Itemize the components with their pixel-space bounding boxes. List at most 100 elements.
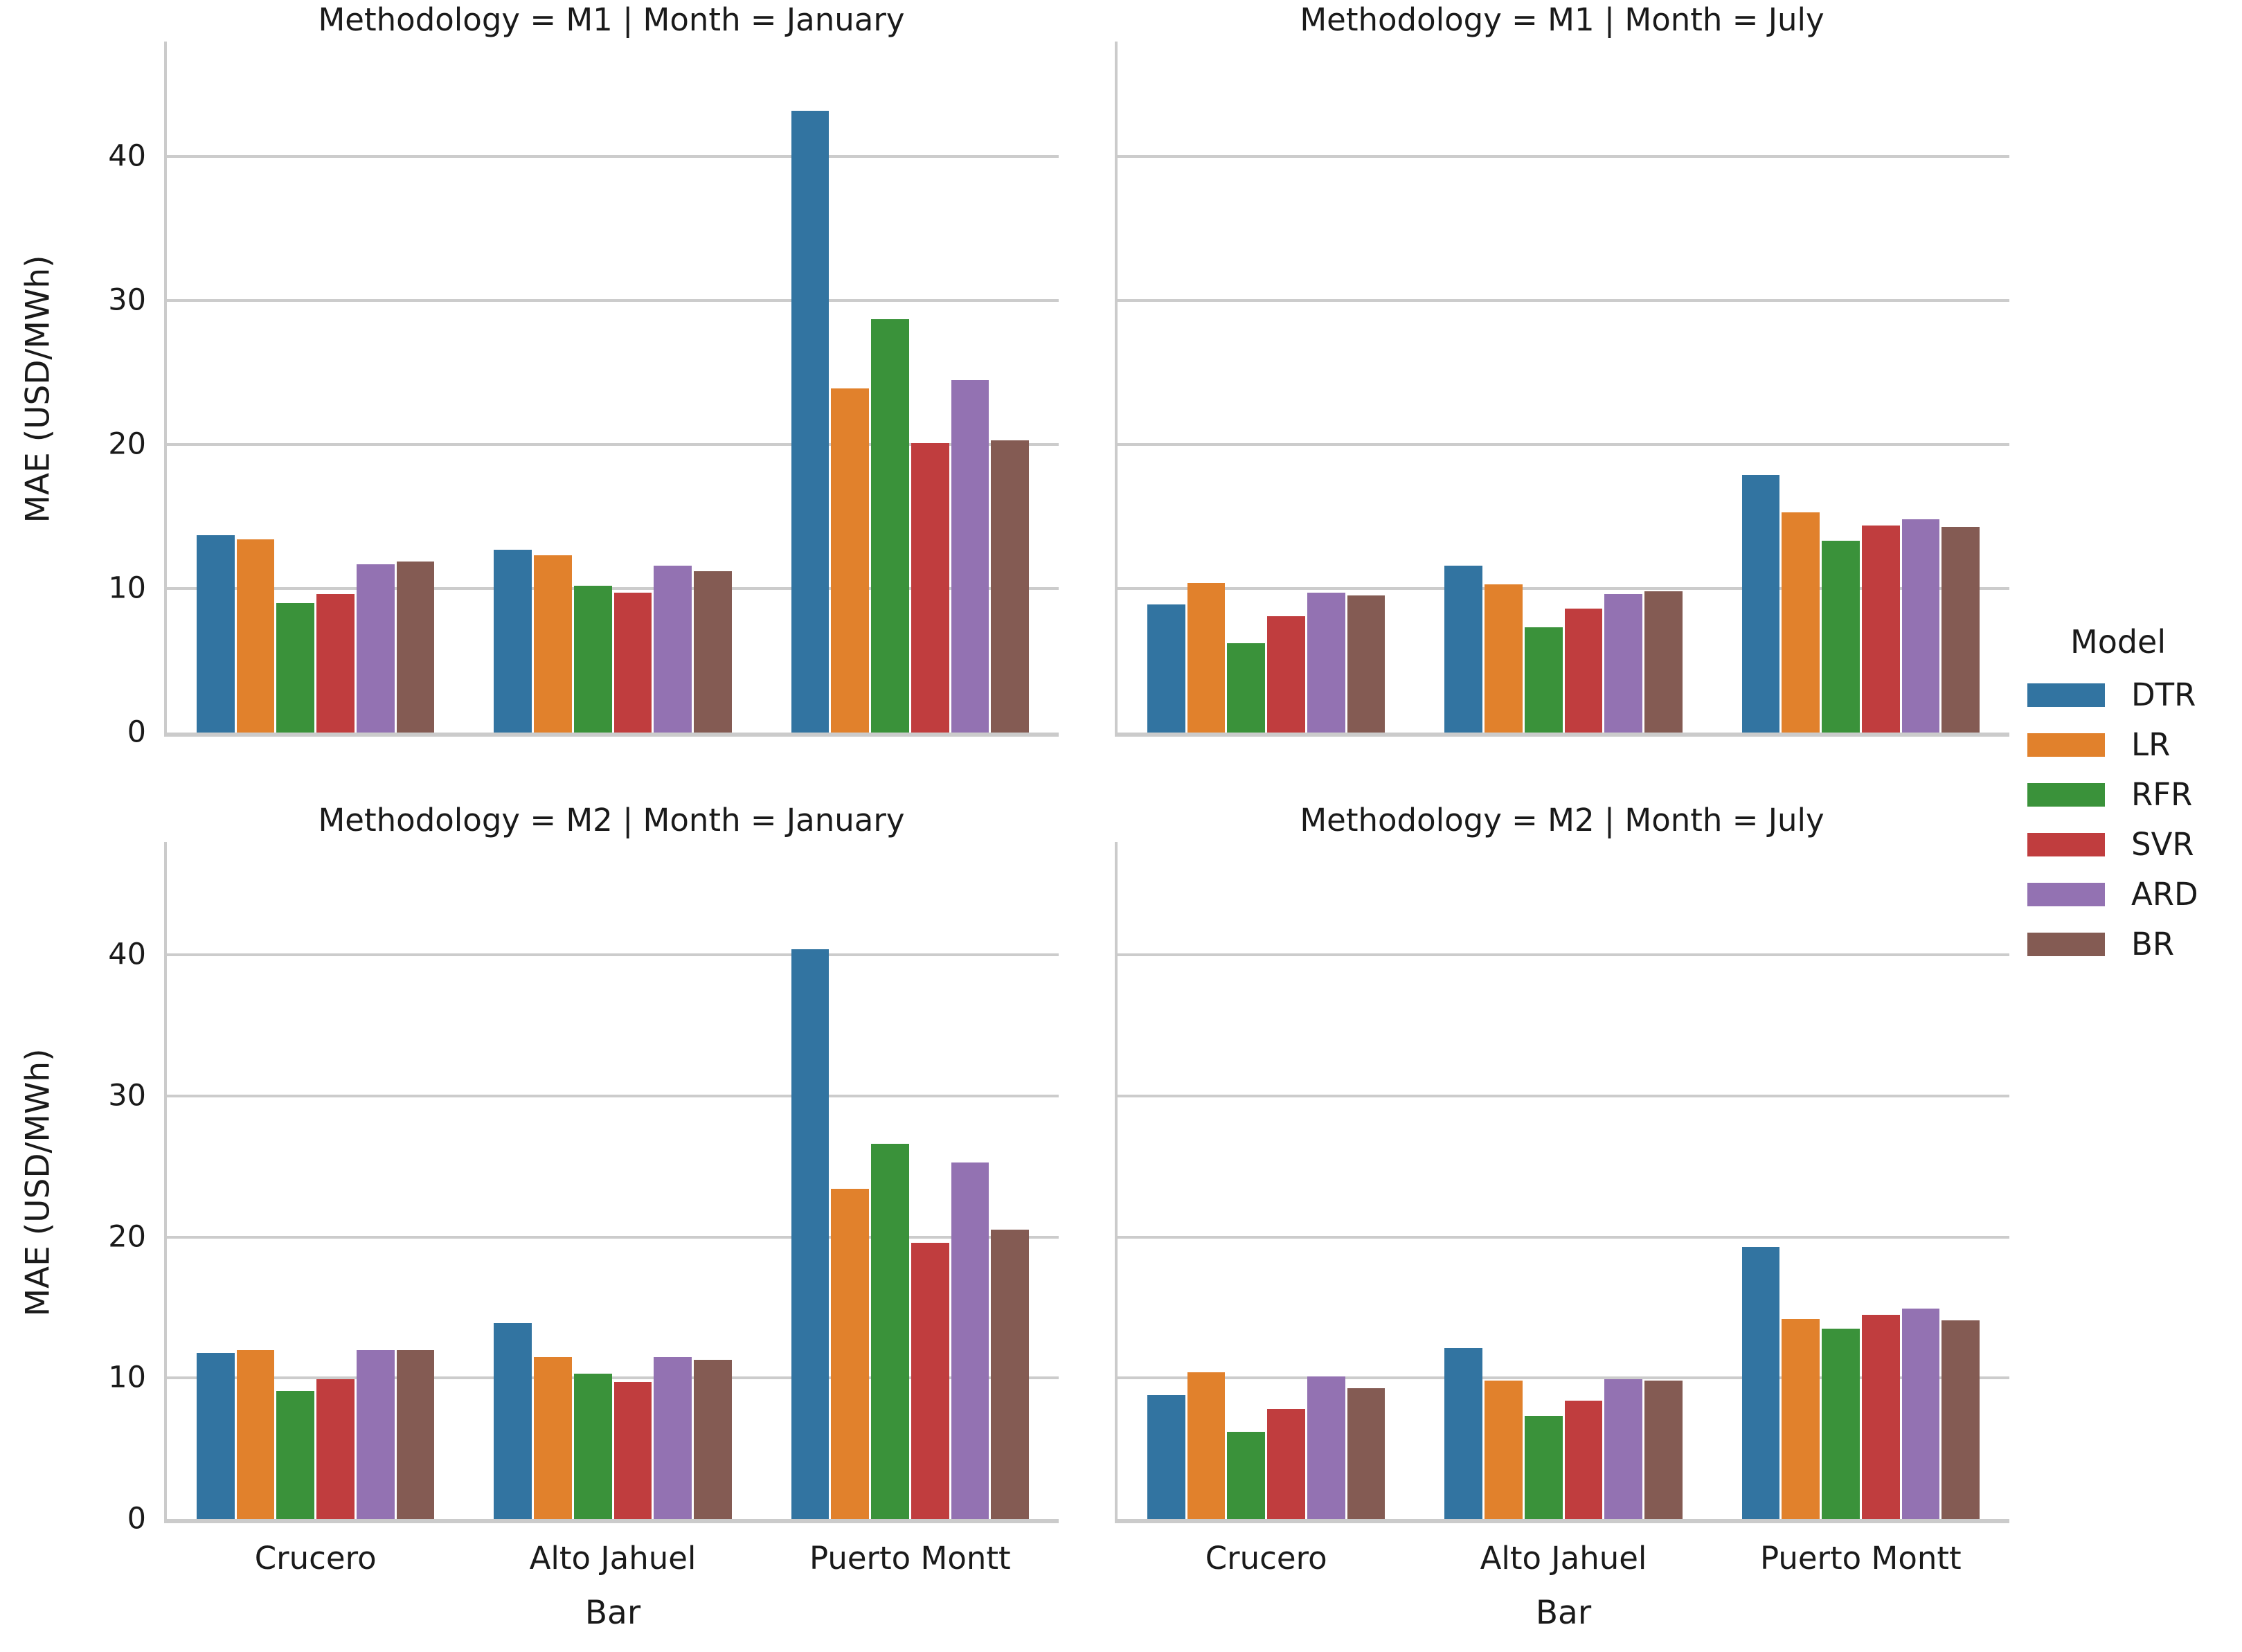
bar-svr-alto-jahuel — [613, 1382, 652, 1519]
y-axis-label: MAE (USD/MWh) — [19, 1048, 57, 1317]
x-tick-label-puerto-montt: Puerto Montt — [809, 1540, 1011, 1577]
bar-dtr-crucero — [196, 535, 235, 733]
legend-label: SVR — [2131, 826, 2194, 863]
plot-area: Bar Crucero Alto Jahuel Puerto Montt — [1115, 842, 2009, 1629]
bar-dtr-puerto-montt — [1741, 1246, 1780, 1519]
bar-br-puerto-montt — [1941, 526, 1980, 733]
bar-lr-alto-jahuel — [534, 1356, 572, 1519]
bar-svr-puerto-montt — [1861, 525, 1900, 733]
subplot-m1-july: Methodology = M1 | Month = July — [1115, 0, 2009, 737]
bar-dtr-puerto-montt — [791, 110, 829, 733]
bar-svr-puerto-montt — [911, 443, 949, 733]
gridline-y30 — [167, 1094, 1059, 1097]
bar-dtr-alto-jahuel — [494, 549, 532, 733]
bar-rfr-alto-jahuel — [573, 1374, 612, 1519]
bar-ard-alto-jahuel — [654, 565, 692, 733]
bar-br-puerto-montt — [991, 1230, 1030, 1519]
bar-group-alto-jahuel — [494, 842, 732, 1519]
bar-lr-crucero — [1187, 582, 1226, 733]
legend-item-dtr: DTR — [2027, 679, 2242, 710]
bar-group-puerto-montt — [1741, 42, 1980, 733]
bar-svr-puerto-montt — [911, 1242, 949, 1519]
bar-br-puerto-montt — [991, 440, 1030, 733]
legend-item-br: BR — [2027, 928, 2242, 960]
y-tick-label-20: 20 — [108, 1219, 146, 1254]
bar-rfr-crucero — [1227, 1431, 1266, 1519]
y-tick-label-40: 40 — [108, 937, 146, 972]
subplot-m2-january: Methodology = M2 | Month = January MAE (… — [19, 800, 1059, 1629]
bar-lr-crucero — [1187, 1372, 1226, 1519]
x-axis-label: Bar — [584, 1594, 641, 1632]
bar-ard-puerto-montt — [1901, 1309, 1940, 1519]
bar-br-crucero — [396, 1349, 435, 1519]
bar-br-alto-jahuel — [694, 1359, 732, 1519]
legend-label: LR — [2131, 726, 2171, 764]
legend-label: RFR — [2131, 776, 2193, 814]
bar-lr-puerto-montt — [831, 1189, 870, 1519]
gridline-y30 — [1118, 299, 2009, 303]
bar-lr-crucero — [236, 1349, 275, 1519]
plot-area: Bar 0 10 20 30 40 Crucero Alto Jahuel Puerto Mo… — [108, 842, 1059, 1629]
plot-area: 0 10 20 30 40 — [108, 42, 1059, 747]
gridline-y20 — [167, 1235, 1059, 1239]
gridline-y10 — [167, 587, 1059, 591]
bar-svr-crucero — [316, 1379, 355, 1519]
bar-lr-alto-jahuel — [534, 555, 572, 733]
legend-item-lr: LR — [2027, 729, 2242, 760]
bar-br-crucero — [1347, 595, 1385, 733]
bar-group-alto-jahuel — [1444, 842, 1683, 1519]
y-tick-label-10: 10 — [108, 571, 146, 606]
legend-swatch-ard — [2027, 882, 2105, 906]
bar-ard-alto-jahuel — [1604, 594, 1643, 733]
x-axis-label: Bar — [1535, 1594, 1592, 1632]
plot-area — [1115, 42, 2009, 737]
bar-group-puerto-montt — [791, 42, 1030, 733]
bar-svr-alto-jahuel — [1564, 609, 1603, 733]
bar-rfr-alto-jahuel — [573, 585, 612, 733]
x-tick-label-alto-jahuel: Alto Jahuel — [529, 1540, 697, 1577]
bar-svr-crucero — [1267, 1409, 1305, 1519]
legend-swatch-rfr — [2027, 782, 2105, 807]
bar-group-crucero — [196, 42, 435, 733]
bar-group-crucero — [1147, 42, 1385, 733]
gridline-y20 — [167, 443, 1059, 447]
gridline-y10 — [1118, 1376, 2009, 1380]
legend-item-rfr: RFR — [2027, 779, 2242, 810]
legend: Model DTR LR RFR SVR ARD BR — [2027, 625, 2242, 982]
subplot-m2-july: Methodology = M2 | Month = July Bar Cruc… — [1115, 800, 2009, 1629]
y-tick-label-0: 0 — [127, 715, 146, 750]
bar-br-crucero — [1347, 1388, 1385, 1519]
bar-svr-crucero — [316, 594, 355, 733]
bar-group-puerto-montt — [791, 842, 1030, 1519]
y-tick-label-10: 10 — [108, 1360, 146, 1395]
bar-ard-crucero — [1307, 593, 1345, 733]
gridline-y20 — [1118, 1235, 2009, 1239]
bar-br-crucero — [396, 561, 435, 733]
bar-ard-puerto-montt — [1901, 519, 1940, 733]
bar-ard-alto-jahuel — [1604, 1379, 1643, 1519]
bar-group-crucero — [1147, 842, 1385, 1519]
bar-br-alto-jahuel — [694, 571, 732, 733]
gridline-y20 — [1118, 443, 2009, 447]
gridline-y10 — [1118, 587, 2009, 591]
legend-swatch-lr — [2027, 733, 2105, 757]
gridline-y30 — [167, 299, 1059, 303]
bar-dtr-crucero — [1147, 604, 1185, 733]
bar-rfr-crucero — [276, 602, 315, 733]
facet-title: Methodology = M2 | Month = July — [1300, 802, 1824, 838]
bar-svr-puerto-montt — [1861, 1314, 1900, 1519]
y-tick-label-30: 30 — [108, 282, 146, 318]
bar-lr-puerto-montt — [1782, 512, 1820, 733]
bar-ard-crucero — [356, 564, 395, 733]
bar-rfr-puerto-montt — [1822, 541, 1860, 733]
bar-rfr-alto-jahuel — [1524, 1416, 1563, 1519]
y-tick-label-0: 0 — [127, 1501, 146, 1536]
x-tick-label-crucero: Crucero — [1205, 1540, 1327, 1577]
legend-swatch-br — [2027, 932, 2105, 956]
bar-svr-alto-jahuel — [1564, 1400, 1603, 1519]
x-tick-label-puerto-montt: Puerto Montt — [1759, 1540, 1962, 1577]
bar-lr-puerto-montt — [1782, 1318, 1820, 1519]
bar-dtr-alto-jahuel — [1444, 1348, 1483, 1519]
legend-label: ARD — [2131, 876, 2198, 913]
bar-rfr-puerto-montt — [1822, 1328, 1860, 1519]
